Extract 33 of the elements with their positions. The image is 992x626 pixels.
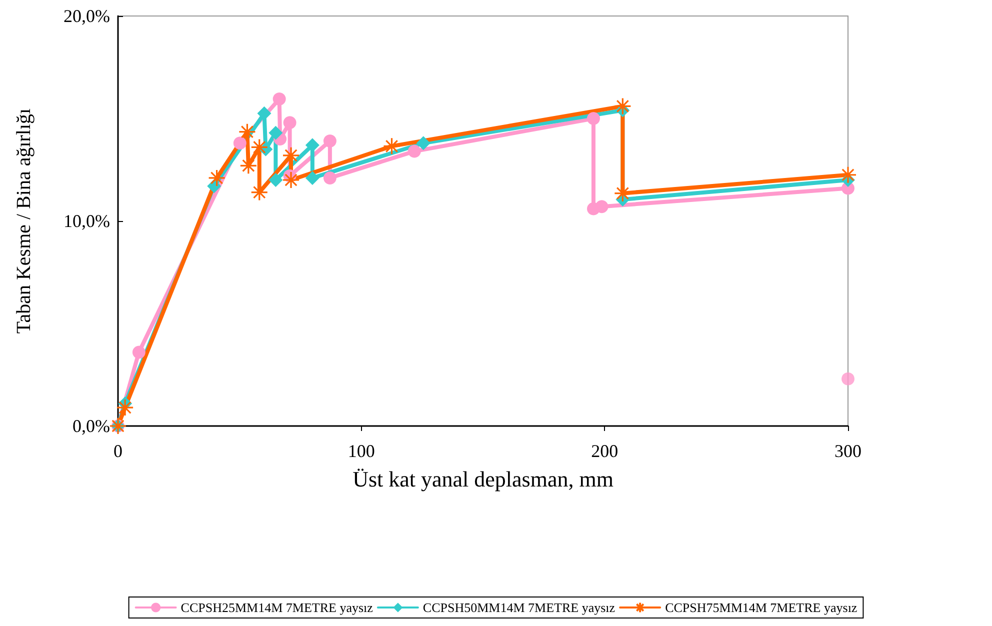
- point: [305, 138, 320, 152]
- point: [323, 171, 336, 184]
- point: [323, 134, 336, 148]
- x-axis-title: Üst kat yanal deplasman, mm: [352, 466, 614, 492]
- legend-label: CCPSH50MM14M 7METRE yaysız: [422, 600, 616, 615]
- point: [268, 173, 283, 187]
- y-axis-title: Taban Kesme / Bina ağırlığı: [13, 108, 35, 334]
- y-tick-label: 10,0%: [64, 211, 110, 231]
- x-tick-label: 100: [348, 441, 375, 461]
- legend-label: CCPSH75MM14M 7METRE yaysız: [665, 600, 858, 615]
- point: [233, 136, 246, 150]
- point: [132, 346, 146, 359]
- legend-label: CCPSH25MM14M 7METRE yaysız: [180, 600, 374, 615]
- point: [842, 372, 854, 386]
- x-tick-label: 200: [591, 441, 618, 461]
- point: [257, 106, 272, 120]
- point: [305, 170, 320, 185]
- point: [283, 116, 296, 130]
- point: [116, 398, 134, 416]
- y-tick-label: 0,0%: [72, 416, 110, 436]
- point: [595, 200, 608, 214]
- point: [408, 144, 421, 158]
- y-tick-label: 20,0%: [64, 6, 110, 26]
- x-tick-label: 300: [834, 441, 862, 461]
- point: [282, 171, 300, 189]
- point: [208, 169, 226, 187]
- point: [416, 136, 430, 150]
- point: [272, 92, 286, 106]
- point: [614, 97, 632, 115]
- point: [268, 126, 283, 140]
- x-tick-label: 0: [114, 441, 122, 461]
- point: [382, 137, 401, 155]
- point: [586, 112, 600, 125]
